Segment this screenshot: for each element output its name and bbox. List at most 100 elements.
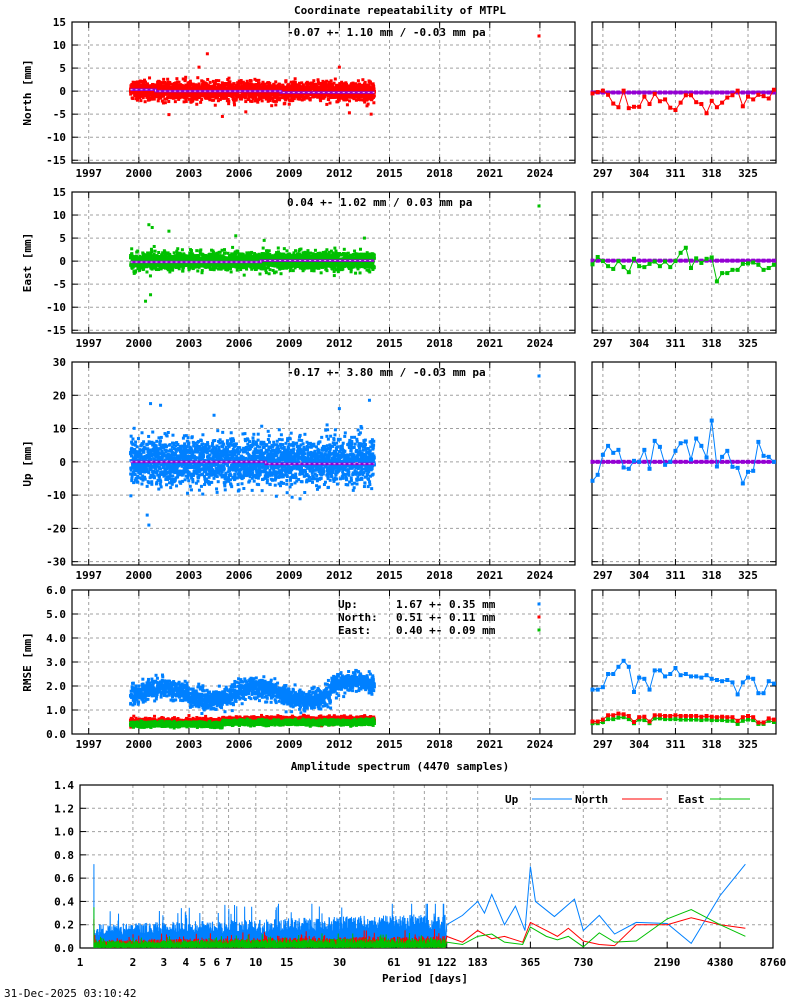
east-data-point <box>196 269 200 273</box>
north-data-point <box>337 96 341 100</box>
east-data-point <box>231 245 235 249</box>
north-recent-point <box>600 88 605 93</box>
north-timeseries-y-tick-label: 10 <box>53 39 66 52</box>
east-timeseries-x-tick-label: 2000 <box>126 337 153 350</box>
north-data-point <box>365 83 369 87</box>
north-data-point <box>148 98 152 102</box>
east-data-point <box>293 249 297 253</box>
north-data-point <box>321 79 325 83</box>
north-data-point <box>287 83 291 87</box>
east-data-point <box>258 272 262 276</box>
north-recent-point <box>725 95 730 100</box>
north-data-point <box>167 83 171 87</box>
north-timeseries-x-tick-label: 2018 <box>426 167 453 180</box>
north-data-point <box>135 98 139 102</box>
east-data-point <box>142 253 146 257</box>
north-data-point <box>237 84 241 88</box>
north-data-point <box>146 82 150 86</box>
north-recent-mean-point <box>771 90 776 95</box>
north-data-point <box>172 96 176 100</box>
north-data-point <box>372 84 376 88</box>
north-timeseries-x-tick-label: 2006 <box>226 167 253 180</box>
north-data-point <box>298 97 302 101</box>
north-data-point <box>208 98 212 102</box>
north-data-point <box>365 104 369 108</box>
north-data-point <box>256 100 260 104</box>
north-data-point <box>266 99 270 103</box>
north-data-point <box>317 95 321 99</box>
north-data-point <box>300 81 304 85</box>
north-data-point <box>345 98 349 102</box>
north-data-point <box>220 96 224 100</box>
north-data-point <box>317 82 321 86</box>
north-data-point <box>316 80 320 84</box>
north-data-point <box>261 80 265 84</box>
north-timeseries-x-tick-label: 2015 <box>376 167 403 180</box>
north-recent-point <box>626 106 631 111</box>
east-timeseries-x-tick-label: 2018 <box>426 337 453 350</box>
north-data-point <box>285 86 289 90</box>
north-recent-mean-point <box>683 90 688 95</box>
north-data-point <box>349 95 353 99</box>
north-recent-mean-point <box>730 90 735 95</box>
north-data-point <box>163 101 167 105</box>
north-data-point <box>372 101 376 105</box>
north-data-point <box>159 82 163 86</box>
north-data-point <box>354 98 358 102</box>
north-data-point <box>284 79 288 83</box>
north-data-point <box>173 100 177 104</box>
north-data-point <box>156 87 160 91</box>
north-outlier-point <box>369 112 373 116</box>
east-recent-x-tick-label: 311 <box>666 337 686 350</box>
north-data-point <box>325 79 329 83</box>
north-data-point <box>179 88 183 92</box>
north-data-point <box>283 101 287 105</box>
north-data-point <box>138 95 142 99</box>
east-data-point <box>223 251 227 255</box>
north-data-point <box>253 77 257 81</box>
east-timeseries-y-tick-label: 5 <box>59 232 66 245</box>
east-data-point <box>195 249 199 253</box>
north-recent-mean-point <box>756 90 761 95</box>
east-data-point <box>200 269 204 273</box>
north-data-point <box>357 98 361 102</box>
north-data-point <box>159 96 163 100</box>
north-recent-mean-point <box>678 90 683 95</box>
north-data-point <box>208 80 212 84</box>
north-recent-x-tick-label: 325 <box>738 167 758 180</box>
north-data-point <box>135 82 139 86</box>
north-data-point <box>293 77 297 81</box>
north-data-point <box>250 99 254 103</box>
north-data-point <box>361 78 365 82</box>
north-data-point <box>333 77 337 81</box>
north-data-point <box>342 98 346 102</box>
north-data-point <box>352 83 356 87</box>
east-data-point <box>288 269 292 273</box>
north-data-point <box>251 97 255 101</box>
north-data-point <box>138 79 142 83</box>
east-timeseries-frame <box>71 191 576 334</box>
north-data-point <box>156 99 160 103</box>
north-data-point <box>264 86 268 90</box>
spectrum-title: Amplitude spectrum (4470 samples) <box>291 760 510 773</box>
east-data-point <box>229 270 233 274</box>
north-recent-point <box>720 100 725 105</box>
north-recent-point <box>740 104 745 109</box>
north-timeseries-y-tick-label: -10 <box>46 131 66 144</box>
north-data-point <box>217 79 221 83</box>
north-data-point <box>319 81 323 85</box>
east-data-point <box>306 249 310 253</box>
east-timeseries-y-tick-label: -15 <box>46 324 66 337</box>
north-data-point <box>261 84 265 88</box>
north-data-point <box>352 97 356 101</box>
north-data-point <box>249 95 253 99</box>
panel-east: 1997 2000 2003 2006 2009 2012 2015 2018 2021 2024… <box>21 186 777 350</box>
north-recent-point <box>694 100 699 105</box>
north-data-point <box>367 83 371 87</box>
north-data-point <box>233 103 237 107</box>
north-outlier-point <box>205 52 209 56</box>
north-data-point <box>260 99 264 103</box>
north-data-point <box>322 85 326 89</box>
north-data-point <box>177 97 181 101</box>
north-data-point <box>213 103 217 107</box>
